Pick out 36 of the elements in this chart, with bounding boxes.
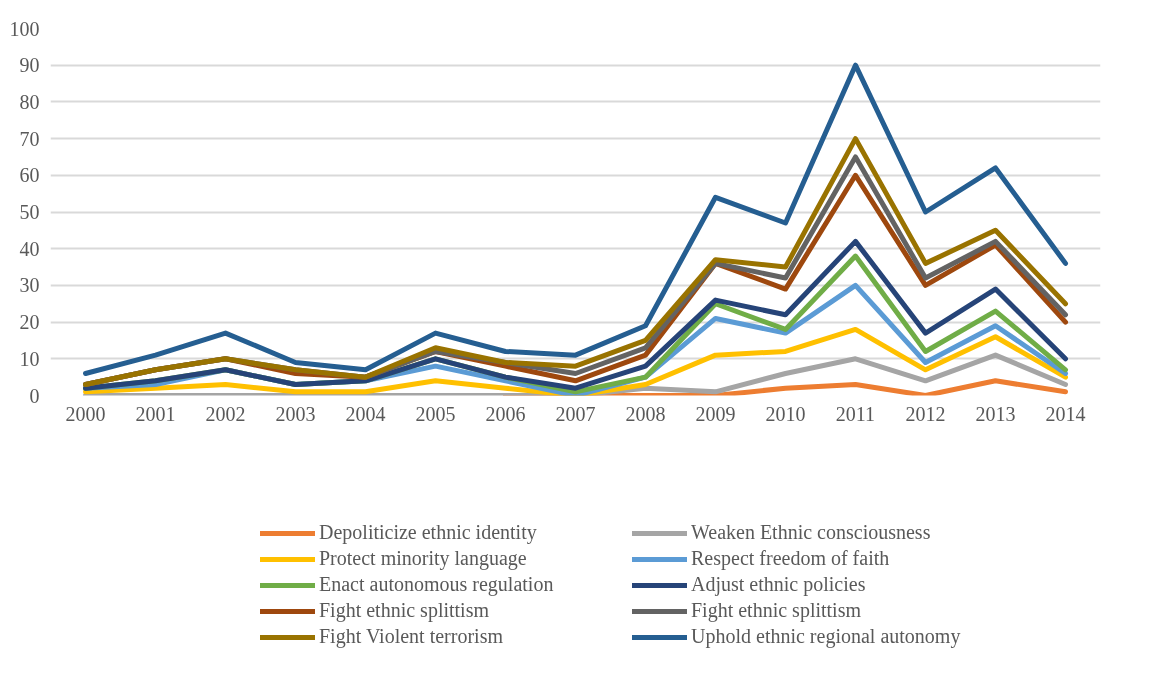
legend-label: Respect freedom of faith [691,547,891,570]
y-tick-label: 80 [19,90,40,113]
y-tick-label: 40 [19,237,40,260]
legend-label: Depoliticize ethnic identity [319,521,538,544]
y-tick-label: 20 [19,311,40,334]
legend-label: Protect minority language [319,547,528,570]
x-tick-label: 2006 [485,402,526,425]
x-tick-label: 2004 [345,402,386,425]
y-tick-label: 50 [19,201,40,223]
x-tick-label: 2011 [835,402,876,425]
y-tick-label: 60 [19,164,40,187]
x-tick-label: 2009 [695,402,736,425]
x-tick-label: 2012 [905,402,946,425]
y-tick-label: 10 [19,347,40,370]
x-tick-label: 2014 [1045,402,1086,425]
legend-label: Adjust ethnic policies [691,573,867,596]
x-tick-label: 2013 [975,402,1016,425]
x-tick-label: 2002 [205,402,246,425]
x-tick-label: 2007 [555,402,596,425]
x-tick-label: 2005 [415,402,456,425]
legend-label: Uphold ethnic regional autonomy [691,625,962,648]
y-tick-label: 70 [19,127,40,150]
y-tick-label: 90 [19,54,40,77]
x-tick-label: 2003 [275,402,316,425]
legend-label: Fight ethnic splittism [691,599,862,622]
y-tick-label: 100 [9,17,40,40]
legend-label: Fight Violent terrorism [319,625,504,648]
legend-label: Enact autonomous regulation [319,573,555,596]
legend-label: Weaken Ethnic consciousness [691,521,932,544]
legend-label: Fight ethnic splittism [319,599,490,622]
x-tick-label: 2010 [765,402,806,425]
x-tick-label: 2001 [135,402,176,425]
y-tick-label: 30 [19,274,40,297]
x-tick-label: 2008 [625,402,666,425]
y-tick-label: 0 [29,384,40,407]
x-tick-label: 2000 [65,402,106,425]
